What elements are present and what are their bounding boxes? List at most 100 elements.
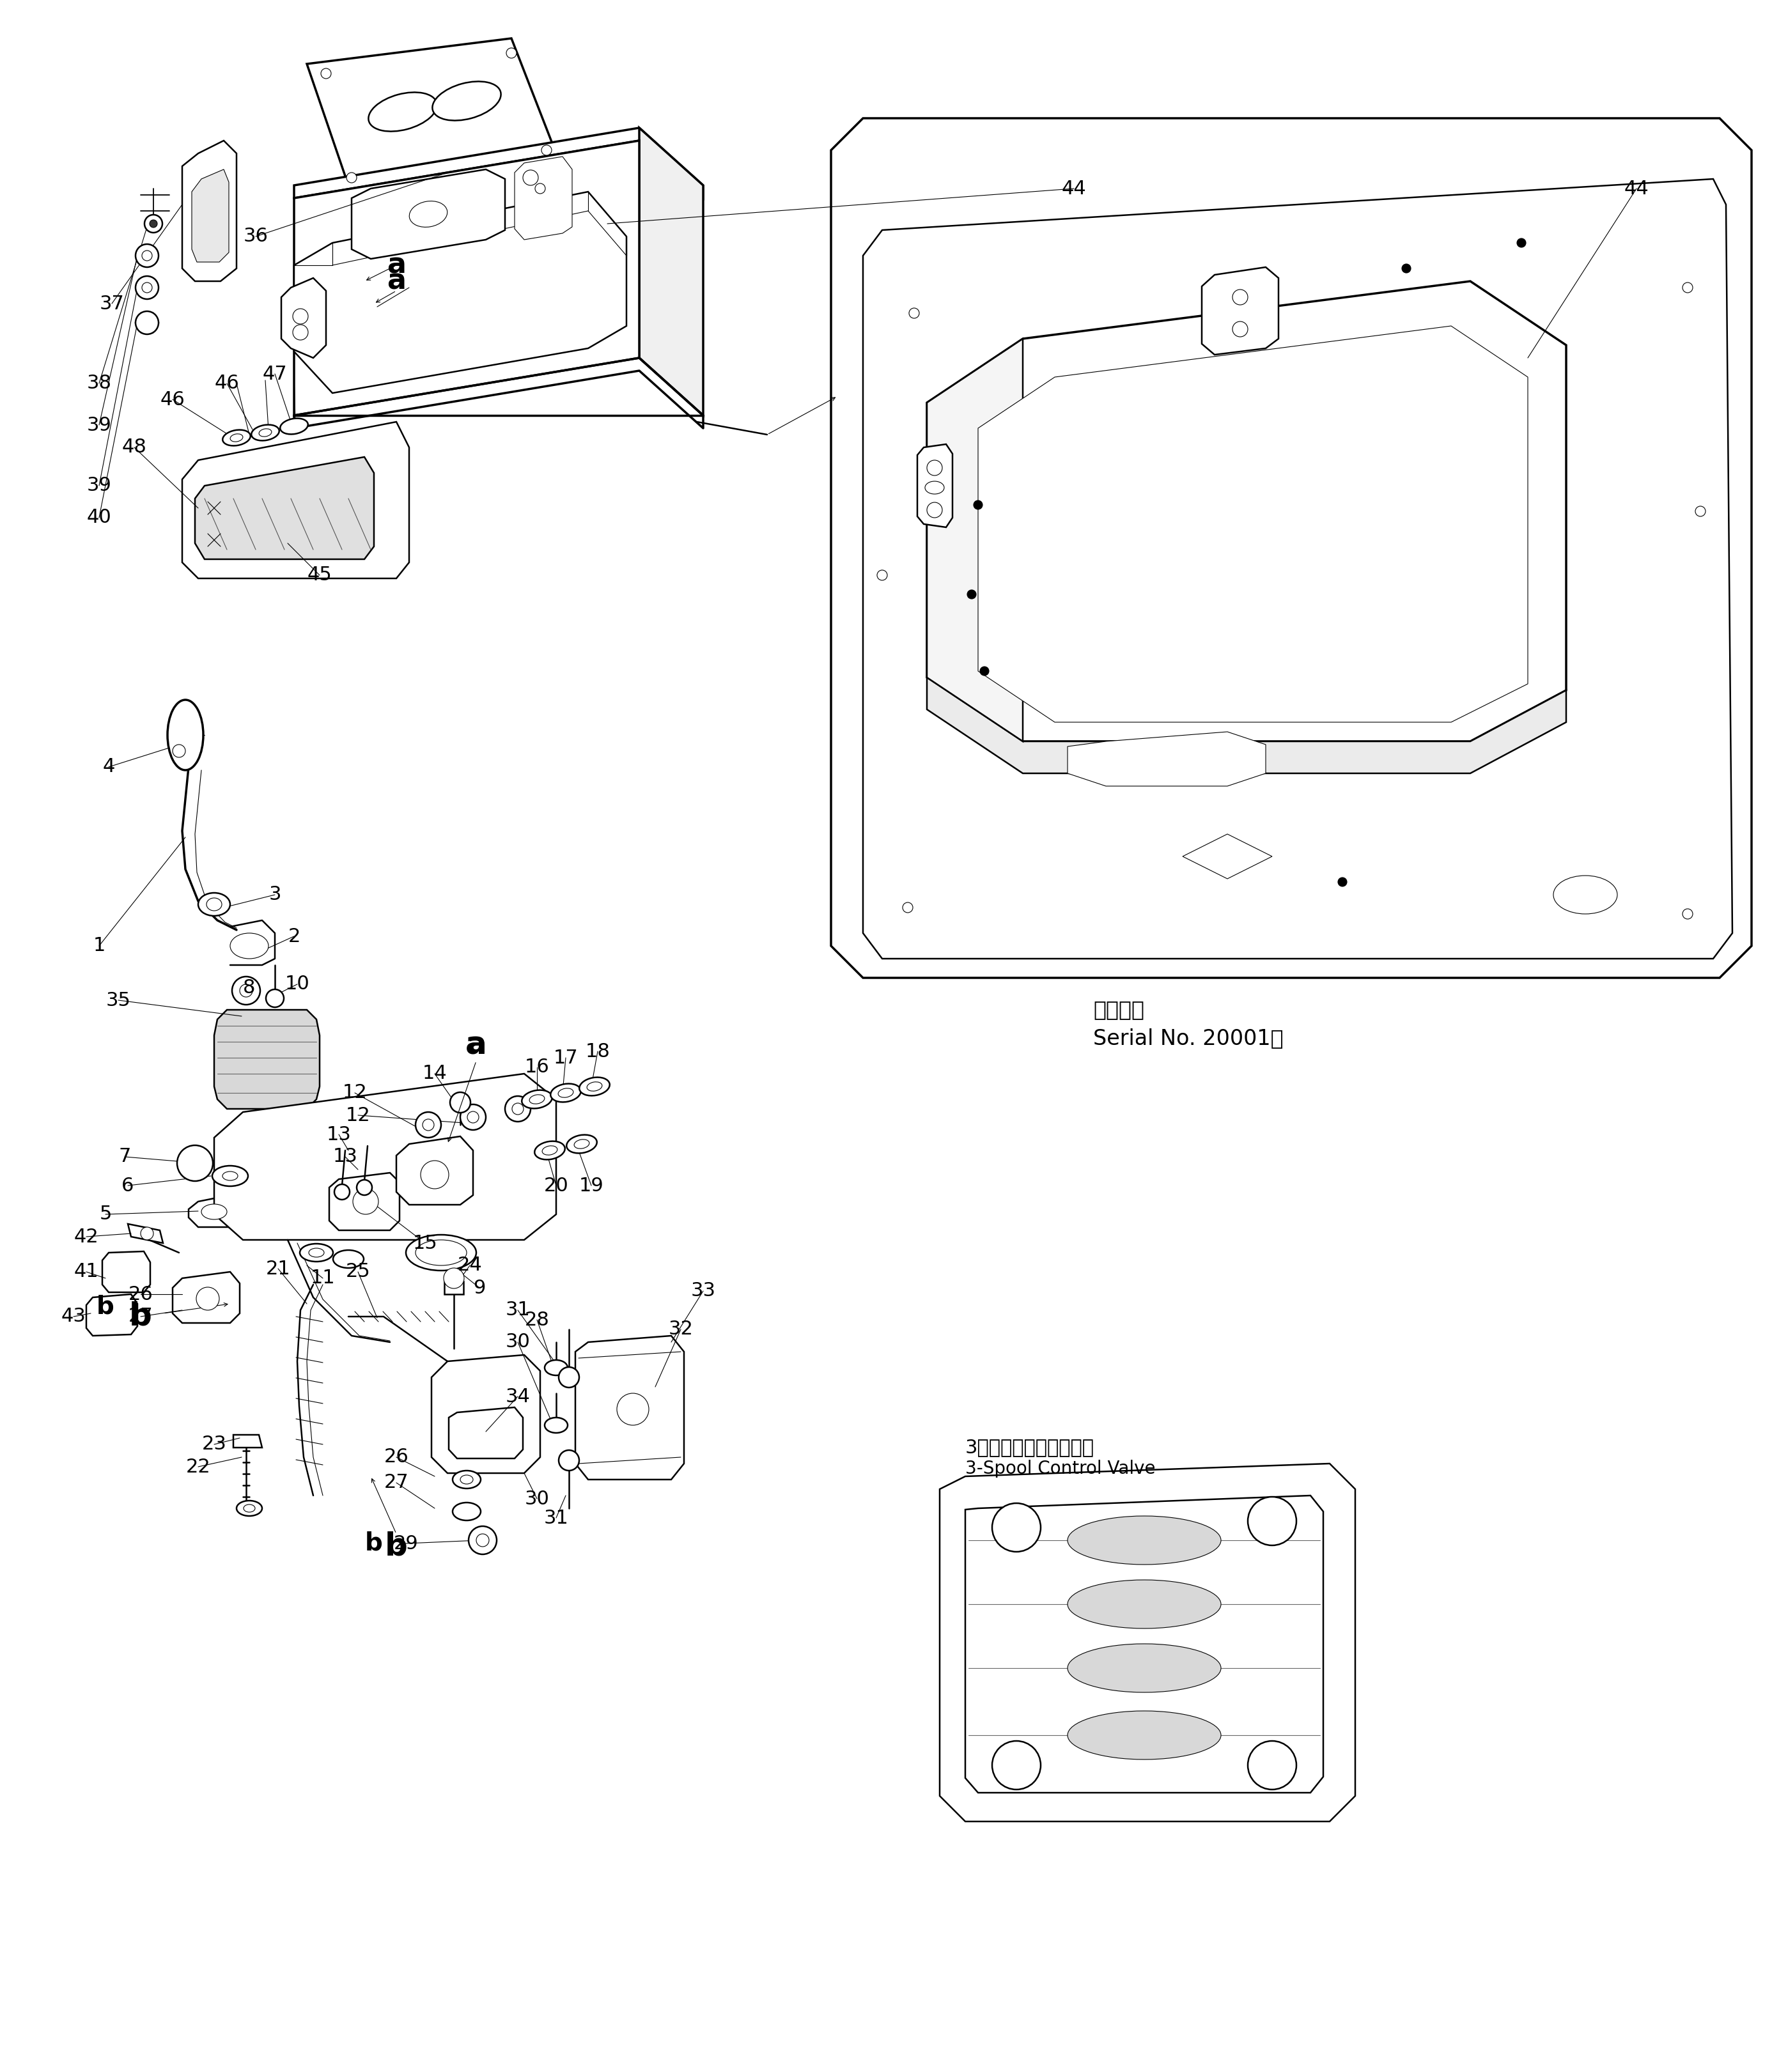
Text: b: b	[129, 1301, 152, 1332]
Polygon shape	[640, 128, 703, 414]
Circle shape	[239, 984, 252, 997]
Ellipse shape	[544, 1359, 567, 1376]
Text: 3: 3	[269, 885, 282, 903]
Text: 18: 18	[585, 1042, 610, 1061]
Text: 31: 31	[544, 1508, 569, 1527]
Ellipse shape	[432, 81, 501, 120]
Text: 14: 14	[422, 1065, 447, 1084]
Ellipse shape	[558, 1088, 574, 1098]
Circle shape	[172, 744, 186, 758]
Ellipse shape	[369, 93, 438, 131]
Circle shape	[992, 1502, 1040, 1552]
Circle shape	[968, 591, 976, 599]
Ellipse shape	[530, 1094, 544, 1104]
Text: 30: 30	[505, 1332, 530, 1351]
Polygon shape	[179, 1148, 211, 1177]
Ellipse shape	[230, 932, 269, 959]
Circle shape	[617, 1392, 649, 1426]
Circle shape	[973, 501, 982, 510]
Polygon shape	[1182, 835, 1272, 879]
Polygon shape	[454, 1504, 480, 1519]
Text: 4: 4	[103, 758, 115, 777]
Text: 7: 7	[119, 1148, 131, 1167]
Ellipse shape	[1067, 1579, 1221, 1629]
Ellipse shape	[1067, 1711, 1221, 1759]
Text: 42: 42	[74, 1227, 99, 1245]
Text: 45: 45	[307, 566, 331, 584]
Text: 38: 38	[87, 375, 112, 394]
Circle shape	[353, 1189, 379, 1214]
Text: 34: 34	[505, 1386, 530, 1405]
Polygon shape	[183, 141, 236, 282]
Circle shape	[321, 68, 331, 79]
Text: Serial No. 20001～: Serial No. 20001～	[1093, 1028, 1283, 1048]
Circle shape	[1682, 910, 1692, 920]
Text: 19: 19	[579, 1177, 604, 1196]
Polygon shape	[831, 118, 1751, 978]
Ellipse shape	[230, 433, 243, 441]
Ellipse shape	[574, 1140, 590, 1148]
Polygon shape	[927, 338, 1022, 742]
Circle shape	[1233, 290, 1247, 305]
Text: 46: 46	[159, 390, 184, 408]
Circle shape	[507, 48, 516, 58]
Text: 9: 9	[473, 1278, 486, 1297]
Text: 適用号機: 適用号機	[1093, 999, 1145, 1019]
Text: 47: 47	[262, 365, 287, 383]
Text: 28: 28	[525, 1310, 549, 1328]
Ellipse shape	[406, 1235, 477, 1270]
Text: 32: 32	[668, 1320, 693, 1339]
Circle shape	[1247, 1496, 1297, 1546]
Text: 27: 27	[385, 1473, 409, 1492]
Ellipse shape	[1554, 876, 1618, 914]
Circle shape	[450, 1092, 471, 1113]
Text: 46: 46	[214, 375, 239, 394]
Circle shape	[992, 1740, 1040, 1790]
Text: 1: 1	[92, 937, 105, 955]
Text: 15: 15	[413, 1233, 438, 1251]
Text: 17: 17	[553, 1048, 578, 1067]
Text: 44: 44	[1625, 180, 1650, 197]
Polygon shape	[863, 178, 1733, 959]
Ellipse shape	[333, 1249, 363, 1268]
Circle shape	[477, 1533, 489, 1546]
Ellipse shape	[243, 1504, 255, 1513]
Ellipse shape	[521, 1090, 553, 1109]
Text: 48: 48	[122, 437, 147, 456]
Circle shape	[558, 1368, 579, 1388]
Circle shape	[980, 667, 989, 675]
Circle shape	[443, 1268, 464, 1289]
Text: 3-Spool Control Valve: 3-Spool Control Valve	[966, 1461, 1155, 1477]
Ellipse shape	[579, 1077, 610, 1096]
Text: 26: 26	[128, 1285, 152, 1303]
Polygon shape	[576, 1336, 684, 1479]
Ellipse shape	[544, 1417, 567, 1434]
Ellipse shape	[551, 1084, 581, 1102]
Ellipse shape	[168, 700, 204, 771]
Text: 21: 21	[266, 1260, 291, 1278]
Circle shape	[461, 1104, 486, 1129]
Circle shape	[927, 460, 943, 474]
Polygon shape	[234, 1434, 262, 1448]
Circle shape	[1402, 263, 1411, 274]
Ellipse shape	[587, 1082, 602, 1092]
Circle shape	[1338, 879, 1347, 887]
Polygon shape	[927, 282, 1566, 742]
Ellipse shape	[198, 893, 230, 916]
Circle shape	[135, 276, 158, 298]
Circle shape	[177, 1146, 213, 1181]
Text: 13: 13	[326, 1125, 351, 1144]
Text: 26: 26	[385, 1448, 409, 1467]
Text: 5: 5	[99, 1206, 112, 1225]
Text: 12: 12	[346, 1106, 370, 1125]
Circle shape	[197, 1287, 220, 1310]
Text: 10: 10	[285, 976, 310, 992]
Polygon shape	[214, 1009, 319, 1109]
Ellipse shape	[299, 1243, 333, 1262]
Circle shape	[558, 1450, 579, 1471]
Circle shape	[135, 244, 158, 267]
Polygon shape	[188, 1196, 239, 1227]
Polygon shape	[966, 1496, 1324, 1792]
Ellipse shape	[213, 1167, 248, 1185]
Circle shape	[927, 501, 943, 518]
